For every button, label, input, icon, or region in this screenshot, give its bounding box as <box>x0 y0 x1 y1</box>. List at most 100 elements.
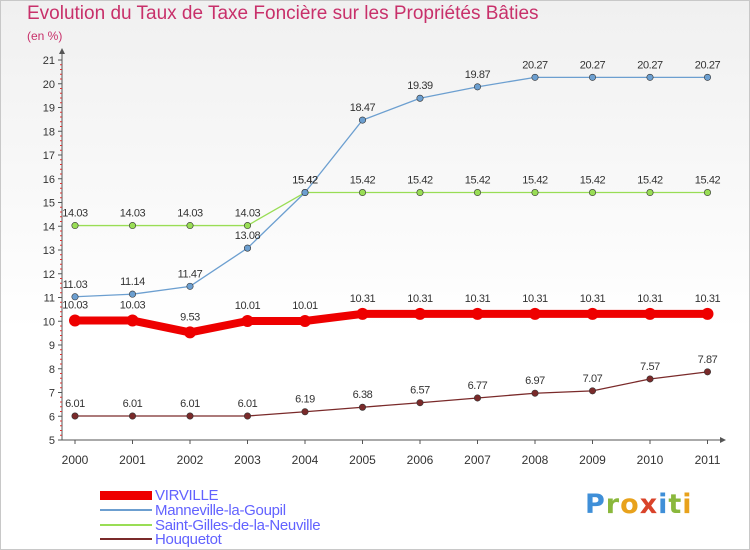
data-label: 6.01 <box>238 398 258 410</box>
chart-title: Evolution du Taux de Taxe Foncière sur l… <box>27 3 539 24</box>
y-tick-label: 21 <box>43 55 55 67</box>
y-tick-label: 12 <box>43 269 55 281</box>
data-point <box>184 326 196 339</box>
y-tick-label: 16 <box>43 174 55 186</box>
data-label: 15.42 <box>522 175 548 187</box>
data-point <box>529 307 541 320</box>
x-tick-label: 2005 <box>349 453 376 467</box>
data-point <box>473 189 481 197</box>
y-tick-label: 9 <box>49 340 55 352</box>
legend-item-houquetot: Houquetot <box>100 530 222 548</box>
x-tick-label: 2010 <box>637 453 664 467</box>
data-label: 6.01 <box>180 398 200 410</box>
data-point <box>358 403 366 411</box>
data-label: 10.31 <box>695 293 721 305</box>
proxiti-logo: Proxiti <box>585 489 693 520</box>
data-label: 10.31 <box>407 293 433 305</box>
x-tick-label: 2001 <box>119 453 146 467</box>
data-point <box>588 387 596 395</box>
logo-letter: x <box>639 489 659 520</box>
legend-swatch-saint-gilles <box>100 524 152 526</box>
data-point <box>186 282 194 290</box>
data-point <box>358 189 366 197</box>
logo-letter: t <box>668 489 683 520</box>
data-label: 15.42 <box>292 175 318 187</box>
data-label: 20.27 <box>695 59 721 71</box>
data-point <box>301 408 309 416</box>
series-line-manneville-la-goupil <box>74 76 708 298</box>
x-tick-label: 2009 <box>579 453 606 467</box>
logo-letter: o <box>620 489 640 520</box>
data-point <box>241 315 254 328</box>
data-label: 6.19 <box>295 394 315 406</box>
data-label: 10.31 <box>522 293 548 305</box>
series-line-virville <box>75 309 708 337</box>
data-point <box>646 189 654 197</box>
series-line-saint-gilles-de-la-neuville <box>75 191 708 227</box>
data-point <box>531 73 539 81</box>
data-point <box>414 307 426 320</box>
data-label: 15.42 <box>465 175 491 187</box>
data-point <box>299 315 311 328</box>
data-point <box>71 222 79 230</box>
data-point <box>646 73 654 81</box>
data-label: 19.39 <box>407 80 433 92</box>
data-label: 11.03 <box>63 279 88 291</box>
data-point <box>473 83 481 91</box>
x-tick-label: 2002 <box>177 453 204 467</box>
data-point <box>531 189 539 197</box>
y-tick-label: 11 <box>44 293 55 305</box>
legend-label-manneville: Manneville-la-Goupil <box>155 501 286 519</box>
logo-letter: i <box>658 489 669 520</box>
x-tick-label: 2004 <box>292 453 319 467</box>
data-label: 6.38 <box>353 389 373 401</box>
data-point <box>703 368 711 376</box>
x-tick-label: 2006 <box>407 453 434 467</box>
y-axis-arrow <box>59 48 65 54</box>
data-label: 9.53 <box>180 311 200 323</box>
data-point <box>588 189 596 197</box>
data-point <box>358 116 366 124</box>
data-point <box>69 314 81 327</box>
data-label: 7.07 <box>583 373 603 385</box>
data-point <box>244 244 252 252</box>
data-label: 6.77 <box>468 380 488 392</box>
y-tick-label: 19 <box>43 103 55 115</box>
data-point <box>644 307 656 320</box>
x-tick-label: 2003 <box>234 453 261 467</box>
legend-item-manneville: Manneville-la-Goupil <box>100 501 286 519</box>
legend-label-saint-gilles: Saint-Gilles-de-la-Neuville <box>155 516 321 534</box>
data-label: 15.42 <box>350 175 376 187</box>
data-point <box>129 290 137 298</box>
x-tick-label: 2011 <box>695 453 721 467</box>
data-label: 10.31 <box>580 293 606 305</box>
data-label: 14.03 <box>235 208 261 220</box>
legend-label-houquetot: Houquetot <box>155 530 222 548</box>
data-label: 15.42 <box>292 175 318 187</box>
logo-letter: P <box>585 489 606 520</box>
x-axis-arrow <box>720 437 726 443</box>
data-label: 15.42 <box>580 175 606 187</box>
y-tick-label: 15 <box>43 198 55 210</box>
data-point <box>416 94 424 102</box>
y-tick-label: 18 <box>43 126 55 138</box>
legend-swatch-houquetot <box>100 538 152 540</box>
data-label: 15.42 <box>407 175 433 187</box>
data-label: 10.01 <box>292 300 318 312</box>
data-label: 10.31 <box>637 293 663 305</box>
data-label: 6.97 <box>525 375 545 387</box>
data-label: 19.87 <box>465 69 491 81</box>
data-point <box>586 307 599 320</box>
data-label: 10.03 <box>62 300 88 312</box>
data-label: 15.42 <box>695 175 721 187</box>
data-point <box>129 222 137 230</box>
data-label: 6.01 <box>65 398 85 410</box>
data-label: 10.01 <box>235 300 261 312</box>
data-point <box>701 307 714 320</box>
data-point <box>646 375 654 383</box>
legend-swatch-manneville <box>100 509 152 511</box>
y-tick-label: 8 <box>49 364 55 376</box>
y-tick-label: 6 <box>49 411 55 423</box>
